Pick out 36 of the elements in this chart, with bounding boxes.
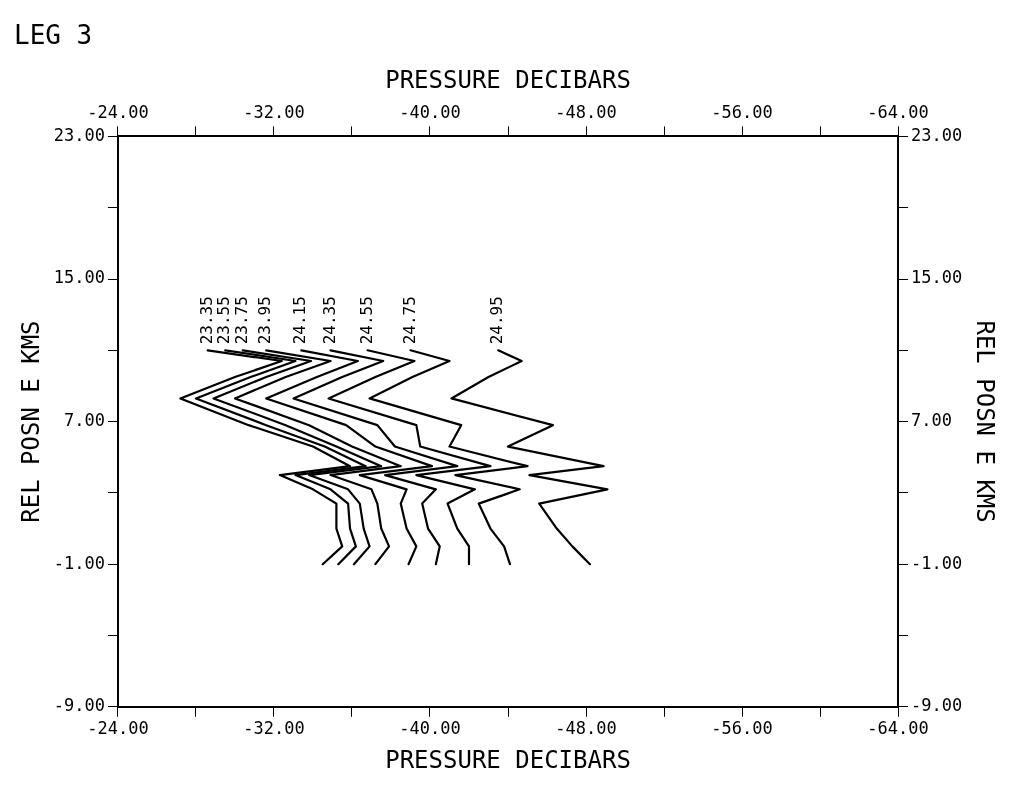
x2-tick-label: -56.00: [711, 101, 773, 122]
x-tick-label: -48.00: [555, 718, 617, 739]
text: 23.55: [214, 296, 234, 345]
y-axis-title: REL POSN E KMS: [16, 320, 45, 523]
y-tick-label: 23.00: [53, 124, 105, 145]
y2-tick-label: 15.00: [911, 267, 963, 288]
text: 23.75: [231, 296, 251, 345]
x-tick-label: -56.00: [711, 718, 773, 739]
x-tick-label: -64.00: [867, 718, 929, 739]
text: 23.95: [255, 296, 275, 345]
x2-tick-label: -40.00: [399, 101, 461, 122]
x2-tick-label: -32.00: [243, 101, 305, 122]
y-tick-label: -9.00: [53, 695, 105, 716]
text: 24.35: [319, 296, 339, 345]
x2-tick-label: -48.00: [555, 101, 617, 122]
text: 23.35: [196, 296, 216, 345]
text: 24.75: [399, 296, 419, 345]
x2-axis-title: PRESSURE DECIBARS: [385, 65, 631, 94]
y-tick-label: 7.00: [64, 410, 105, 431]
x-tick-label: -32.00: [243, 718, 305, 739]
y2-tick-label: 23.00: [911, 124, 963, 145]
x-tick-label: -40.00: [399, 718, 461, 739]
x2-tick-label: -64.00: [867, 101, 929, 122]
x-tick-label: -24.00: [87, 718, 149, 739]
text: 24.55: [356, 296, 376, 345]
y-tick-label: 15.00: [53, 267, 105, 288]
y-tick-label: -1.00: [53, 552, 105, 573]
y2-tick-label: 7.00: [911, 410, 952, 431]
x-axis-title: PRESSURE DECIBARS: [385, 745, 631, 774]
y2-tick-label: -1.00: [911, 552, 963, 573]
y2-tick-label: -9.00: [911, 695, 963, 716]
text: 24.95: [487, 296, 507, 345]
text: 24.15: [290, 296, 310, 345]
x2-tick-label: -24.00: [87, 101, 149, 122]
chart-title: LEG 3: [14, 20, 93, 51]
y2-axis-title: REL POSN E KMS: [971, 320, 1000, 523]
